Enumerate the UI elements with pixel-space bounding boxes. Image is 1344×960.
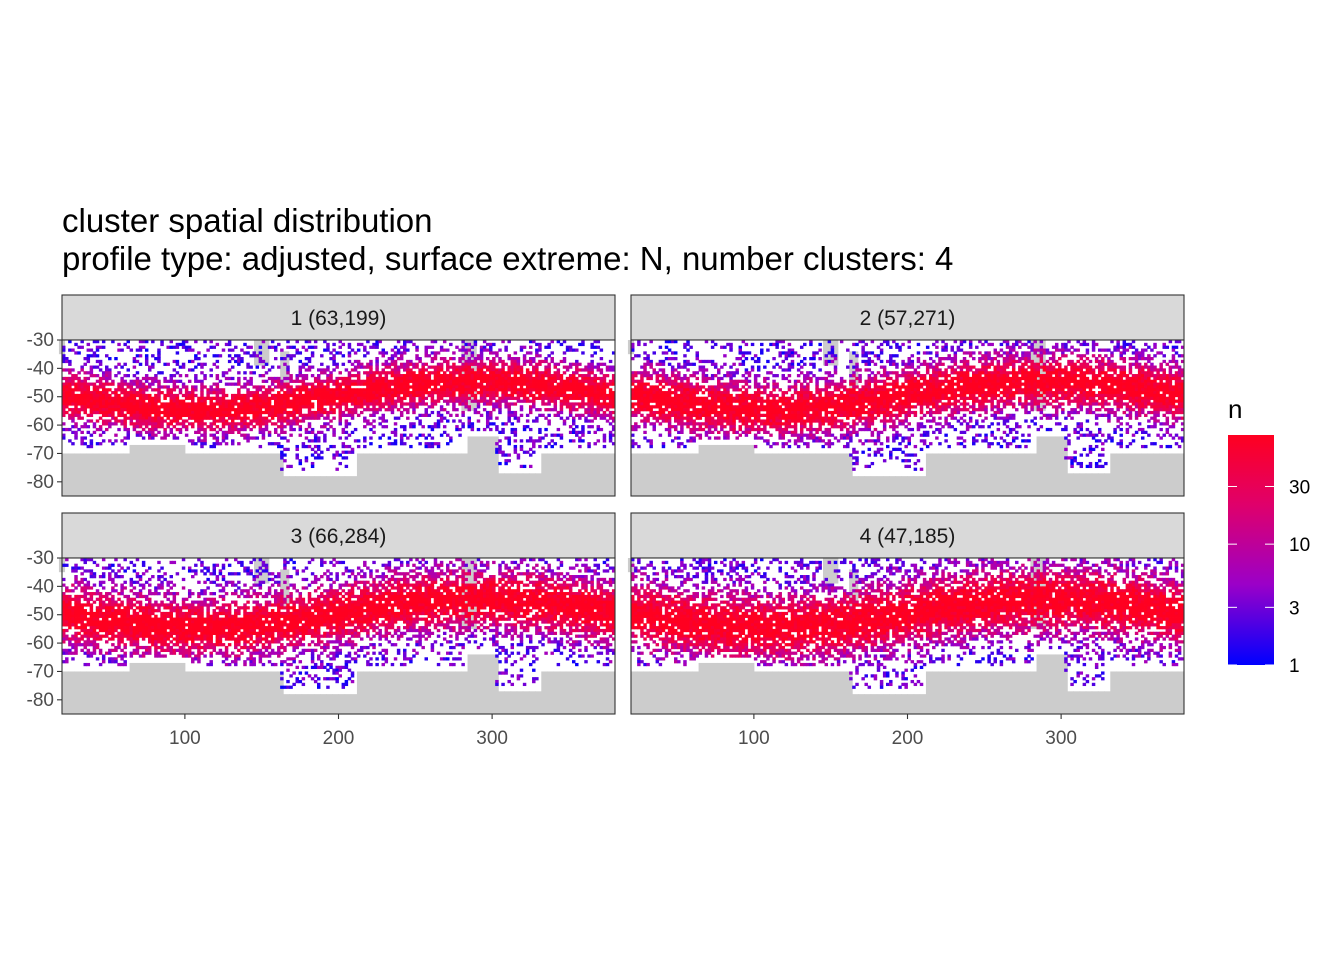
y-tick-label: -30 [27,330,54,351]
x-tick-label: 100 [169,728,201,749]
land-mask [627,558,1185,714]
legend-colorbar [1228,435,1274,665]
x-tick-label: 100 [738,728,770,749]
legend-tick-label: 30 [1289,477,1310,498]
legend-tick-label: 3 [1289,598,1300,619]
y-tick-label: -40 [27,576,54,597]
panel-border [630,339,1185,497]
facet-panels: 1 (63,199) -30 -40 -50 -60 -70 -80 2 (57,271) 3 … [27,294,1185,749]
legend: n 30 10 3 1 [1228,394,1310,677]
facet-label: 4 (47,185) [860,525,956,548]
land-mask [58,558,616,714]
legend-title: n [1228,394,1242,424]
chart-subtitle: profile type: adjusted, surface extreme:… [62,240,953,277]
y-tick-label: -70 [27,443,54,464]
facet-strip [630,512,1185,559]
panel-border [61,339,616,497]
land-mask [627,340,1185,496]
x-tick-label: 200 [323,728,355,749]
x-tick-label: 300 [1045,728,1077,749]
heatmap-cells [62,340,616,471]
heatmap-cells [631,340,1185,471]
facet-panel-1: 1 (63,199) -30 -40 -50 -60 -70 -80 [27,294,616,497]
heatmap-cells [631,558,1185,689]
land-mask [58,340,616,496]
y-tick-label: -50 [27,387,54,408]
y-tick-label: -30 [27,548,54,569]
facet-label: 2 (57,271) [860,307,956,330]
y-tick-label: -60 [27,633,54,654]
facet-strip [61,294,616,341]
facet-panel-3: 3 (66,284) -30 -40 -50 -60 -70 -80 100 200 300 [27,512,616,749]
y-tick-label: -40 [27,358,54,379]
x-tick-label: 300 [476,728,508,749]
legend-tick-label: 1 [1289,656,1300,677]
y-tick-label: -60 [27,415,54,436]
y-tick-label: -70 [27,661,54,682]
facet-label: 1 (63,199) [291,307,387,330]
facet-panel-2: 2 (57,271) [627,294,1185,497]
heatmap-cells [62,558,616,689]
facet-label: 3 (66,284) [291,525,387,548]
y-tick-label: -80 [27,472,54,493]
facet-strip [61,512,616,559]
legend-tick-label: 10 [1289,535,1310,556]
x-tick-label: 200 [892,728,924,749]
facet-strip [630,294,1185,341]
legend-ticks: 30 10 3 1 [1228,477,1310,677]
y-tick-label: -50 [27,605,54,626]
y-tick-label: -80 [27,690,54,711]
chart-title: cluster spatial distribution [62,202,433,239]
facet-panel-4: 4 (47,185) 100 200 300 [627,512,1185,749]
